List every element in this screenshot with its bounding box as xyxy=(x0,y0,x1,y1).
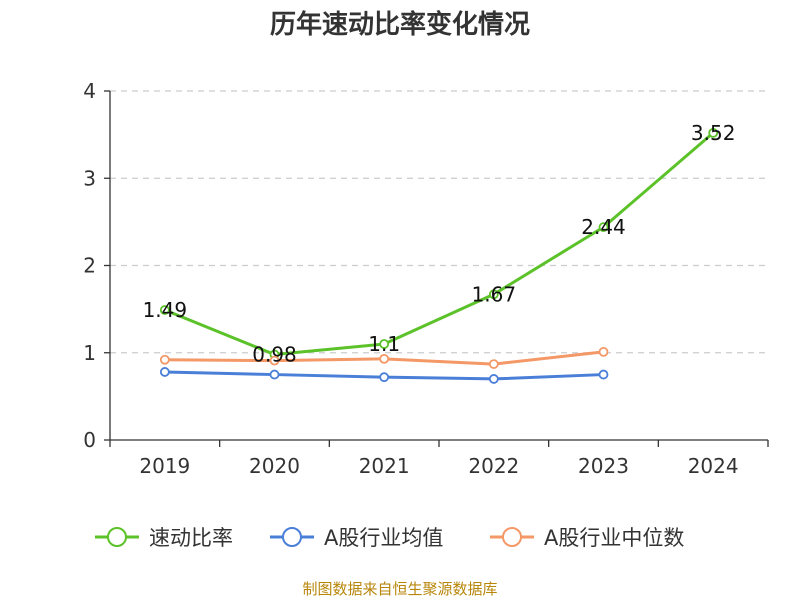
series-points xyxy=(159,127,719,384)
x-tick-label: 2021 xyxy=(359,454,410,478)
chart-title: 历年速动比率变化情况 xyxy=(270,9,530,40)
data-point xyxy=(159,354,170,365)
data-point xyxy=(488,359,499,369)
data-point xyxy=(598,222,609,233)
data-label: 1.1 xyxy=(368,332,400,356)
series-lines xyxy=(163,131,715,381)
data-point xyxy=(379,372,390,383)
y-tick-label: 0 xyxy=(83,428,96,452)
y-tick-label: 4 xyxy=(83,79,96,103)
grid-lines xyxy=(110,90,768,354)
data-label: 1.49 xyxy=(143,298,188,322)
legend-label: A股行业均值 xyxy=(324,526,443,550)
data-labels: 1.49 0.98 1.1 1.67 2.44 3.52 xyxy=(143,121,736,367)
x-tick-label: 2022 xyxy=(468,454,519,478)
x-tick-label: 2019 xyxy=(139,454,190,478)
legend-label: 速动比率 xyxy=(149,526,233,550)
data-label: 0.98 xyxy=(252,342,297,366)
data-label: 1.67 xyxy=(472,282,517,306)
data-point xyxy=(598,369,609,380)
data-point xyxy=(379,339,390,349)
axes: 0 1 2 3 4 2019 2020 2021 2022 2023 2024 xyxy=(83,79,769,478)
legend-marker-icon xyxy=(282,527,302,547)
data-point xyxy=(708,127,719,138)
data-point xyxy=(269,369,280,380)
data-point xyxy=(159,367,170,377)
data-point xyxy=(488,289,499,300)
y-tick-label: 3 xyxy=(83,166,96,190)
x-tick-label: 2024 xyxy=(688,454,739,478)
x-tick-label: 2020 xyxy=(249,454,300,478)
data-point xyxy=(598,346,609,357)
legend: 速动比率 A股行业均值 A股行业中位数 xyxy=(95,526,684,550)
legend-item: 速动比率 xyxy=(95,526,233,550)
legend-marker-icon xyxy=(502,527,522,547)
legend-marker-icon xyxy=(107,527,127,547)
data-label: 2.44 xyxy=(581,215,626,239)
data-point xyxy=(488,374,499,384)
data-point xyxy=(379,353,390,364)
source-note: 制图数据来自恒生聚源数据库 xyxy=(302,580,497,598)
data-label: 3.52 xyxy=(691,121,736,145)
legend-item: A股行业中位数 xyxy=(490,526,684,550)
series-line-0 xyxy=(163,131,715,356)
data-point xyxy=(159,305,170,315)
y-tick-label: 1 xyxy=(83,341,96,365)
y-tick-label: 2 xyxy=(83,254,96,278)
data-point xyxy=(269,355,280,366)
legend-label: A股行业中位数 xyxy=(544,526,684,550)
x-tick-label: 2023 xyxy=(578,454,629,478)
legend-item: A股行业均值 xyxy=(270,526,443,550)
